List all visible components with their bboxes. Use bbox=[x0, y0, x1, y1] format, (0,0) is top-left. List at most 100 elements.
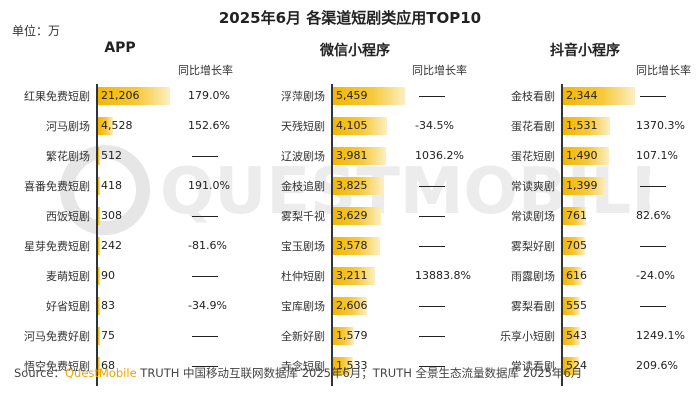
value-label: 4,528 bbox=[101, 119, 133, 132]
bar bbox=[98, 297, 100, 315]
bar-row: 宝玉剧场 3,578 bbox=[281, 236, 445, 256]
category-label: 西饭短剧 bbox=[46, 210, 90, 223]
category-label: 雾梨好剧 bbox=[511, 240, 555, 253]
bar bbox=[333, 327, 354, 345]
bar bbox=[563, 147, 609, 165]
growth-value: 179.0% bbox=[188, 89, 230, 102]
category-label: 金枝看剧 bbox=[511, 90, 555, 103]
growth-header: 同比增长率 bbox=[178, 64, 233, 77]
bar bbox=[98, 267, 100, 285]
category-label: 浮萍剧场 bbox=[281, 90, 325, 103]
growth-dash bbox=[192, 156, 218, 157]
value-label: 1,533 bbox=[336, 359, 368, 372]
bar-row: 雾梨好剧 705 bbox=[511, 236, 666, 256]
category-label: 常读看剧 bbox=[511, 360, 555, 373]
growth-dash bbox=[419, 246, 445, 247]
axis-line bbox=[96, 84, 98, 386]
category-label: 宝玉剧场 bbox=[281, 240, 325, 253]
growth-value: -24.0% bbox=[636, 269, 675, 282]
category-label: 雾梨看剧 bbox=[511, 300, 555, 313]
bar bbox=[563, 177, 606, 195]
bar bbox=[333, 237, 381, 255]
panel-title: 微信小程序 bbox=[320, 43, 390, 59]
category-label: 宝库剧场 bbox=[281, 300, 325, 313]
value-label: 90 bbox=[101, 269, 115, 282]
category-label: 河马剧场 bbox=[46, 120, 90, 133]
bar bbox=[98, 237, 100, 255]
chart-panel-2: 微信小程序 同比增长率 浮萍剧场 5,459 天残短剧 4,105 -34.5% 辽波剧场 3,… bbox=[0, 40, 700, 386]
bar-row: 红果免费短剧 21,206 179.0% bbox=[24, 86, 230, 106]
growth-value: -34.9% bbox=[188, 299, 227, 312]
bar bbox=[563, 297, 581, 315]
growth-value: 107.1% bbox=[636, 149, 678, 162]
value-label: 75 bbox=[101, 329, 115, 342]
value-label: 1,579 bbox=[336, 329, 368, 342]
bar-row: 喜番免费短剧 418 191.0% bbox=[24, 176, 230, 196]
value-label: 705 bbox=[566, 239, 587, 252]
category-label: 蛋花短剧 bbox=[511, 150, 555, 163]
category-label: 星芽免费短剧 bbox=[24, 240, 90, 253]
category-label: 喜番免费短剧 bbox=[24, 180, 90, 193]
bar bbox=[98, 207, 100, 225]
bar-row: 蛋花短剧 1,490 107.1% bbox=[511, 146, 678, 166]
category-label: 繁花剧场 bbox=[46, 150, 90, 163]
chart-panel-3: 抖音小程序同比增长率金枝看剧 2,344 蛋花看剧 1,531 1370.3% 蛋花短剧 1… bbox=[0, 40, 700, 386]
growth-value: 1036.2% bbox=[415, 149, 464, 162]
axis-line bbox=[331, 84, 333, 386]
bar-row: 乐享小短剧 543 1249.1% bbox=[500, 326, 685, 346]
growth-dash bbox=[419, 96, 445, 97]
bar-row: 浮萍剧场 5,459 bbox=[281, 86, 445, 106]
bar bbox=[98, 357, 100, 375]
growth-value: -81.6% bbox=[188, 239, 227, 252]
value-label: 761 bbox=[566, 209, 587, 222]
category-label: 全新好剧 bbox=[281, 330, 325, 343]
bar-row: 金枝追剧 3,825 bbox=[281, 176, 445, 196]
category-label: 常读爽剧 bbox=[511, 180, 555, 193]
bar bbox=[563, 117, 611, 135]
value-label: 418 bbox=[101, 179, 122, 192]
bar bbox=[98, 327, 100, 345]
growth-dash bbox=[640, 96, 666, 97]
chart-title: 2025年6月 各渠道短剧类应用TOP10 bbox=[218, 9, 482, 27]
category-label: 杜仲短剧 bbox=[281, 270, 325, 283]
value-label: 1,531 bbox=[566, 119, 598, 132]
bar-row: 辽波剧场 3,981 1036.2% bbox=[281, 146, 464, 166]
category-label: 雨露剧场 bbox=[511, 270, 555, 283]
bar-row: 杜仲短剧 3,211 13883.8% bbox=[281, 266, 471, 286]
growth-value: 1249.1% bbox=[636, 329, 685, 342]
value-label: 1,490 bbox=[566, 149, 598, 162]
bar-row: 河马免费好剧 75 bbox=[24, 326, 218, 346]
panel-title: 抖音小程序 bbox=[550, 43, 620, 59]
growth-value: -34.5% bbox=[415, 119, 454, 132]
bar-row: 全新好剧 1,579 bbox=[281, 326, 445, 346]
bar bbox=[563, 237, 585, 255]
bar bbox=[333, 117, 388, 135]
category-label: 辽波剧场 bbox=[281, 150, 325, 163]
bar-row: 蛋花看剧 1,531 1370.3% bbox=[511, 116, 685, 136]
value-label: 83 bbox=[101, 299, 115, 312]
growth-value: 13883.8% bbox=[415, 269, 471, 282]
value-label: 68 bbox=[101, 359, 115, 372]
bar-row: 宝库剧场 2,606 bbox=[281, 296, 445, 316]
value-label: 308 bbox=[101, 209, 122, 222]
growth-value: 152.6% bbox=[188, 119, 230, 132]
bar bbox=[333, 267, 376, 285]
category-label: 悟空免费短剧 bbox=[24, 360, 90, 373]
bar-row: 雨露剧场 616 -24.0% bbox=[511, 266, 675, 286]
bar-row: 常读剧场 761 82.6% bbox=[511, 206, 671, 226]
value-label: 555 bbox=[566, 299, 587, 312]
bar-row: 西饭短剧 308 bbox=[46, 206, 218, 226]
bar bbox=[333, 207, 381, 225]
bar-row: 雾梨看剧 555 bbox=[511, 296, 666, 316]
bar-row: 好省短剧 83 -34.9% bbox=[46, 296, 227, 316]
growth-value: 82.6% bbox=[636, 209, 671, 222]
growth-dash bbox=[192, 336, 218, 337]
source-rest: TRUTH 中国移动互联网数据库 2025年6月；TRUTH 全景生态流量数据库… bbox=[136, 366, 583, 380]
bar bbox=[333, 177, 384, 195]
bar-row: 金枝看剧 2,344 bbox=[511, 86, 666, 106]
bar bbox=[333, 147, 386, 165]
value-label: 21,206 bbox=[101, 89, 140, 102]
source-brand: QuestMobile bbox=[65, 366, 137, 380]
value-label: 3,578 bbox=[336, 239, 368, 252]
bar-row: 繁花剧场 512 bbox=[46, 146, 218, 166]
